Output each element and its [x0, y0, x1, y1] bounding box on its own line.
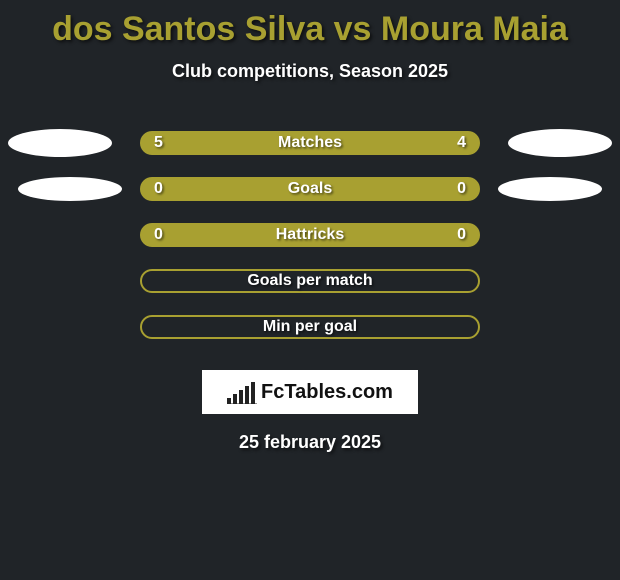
player2-ellipse: [508, 129, 612, 157]
stat-label: Goals per match: [247, 272, 372, 290]
stat-row: Min per goal: [0, 304, 620, 350]
stat-label: Goals: [288, 180, 332, 198]
stat-pill: Min per goal: [140, 315, 480, 339]
title-vs: vs: [324, 10, 381, 48]
stat-right-value: 4: [457, 134, 466, 152]
title-player1: dos Santos Silva: [52, 10, 324, 48]
stat-right-value: 0: [457, 226, 466, 244]
stat-left-value: 0: [154, 226, 163, 244]
stat-label: Min per goal: [263, 318, 357, 336]
stat-rows: 5 Matches 4 0 Goals 0 0 Hattricks 0 Goals per mat…: [0, 120, 620, 350]
stat-left-value: 5: [154, 134, 163, 152]
title-player2: Moura Maia: [381, 10, 568, 48]
logo-text: FcTables.com: [261, 381, 393, 404]
stat-row: Goals per match: [0, 258, 620, 304]
stat-label: Hattricks: [276, 226, 344, 244]
footer-date: 25 february 2025: [0, 432, 620, 453]
stat-pill: Goals per match: [140, 269, 480, 293]
page-subtitle: Club competitions, Season 2025: [0, 61, 620, 82]
player2-ellipse: [498, 177, 602, 201]
stat-left-value: 0: [154, 180, 163, 198]
stat-pill: 0 Goals 0: [140, 177, 480, 201]
page-title: dos Santos Silva vs Moura Maia: [0, 0, 620, 49]
infographic-root: dos Santos Silva vs Moura Maia Club comp…: [0, 0, 620, 580]
logo-box: FcTables.com: [202, 370, 418, 414]
stat-row: 0 Hattricks 0: [0, 212, 620, 258]
stat-pill: 5 Matches 4: [140, 131, 480, 155]
logo: FcTables.com: [227, 380, 393, 404]
bar-chart-icon: [227, 380, 257, 404]
stat-pill: 0 Hattricks 0: [140, 223, 480, 247]
player1-ellipse: [8, 129, 112, 157]
stat-row: 5 Matches 4: [0, 120, 620, 166]
stat-row: 0 Goals 0: [0, 166, 620, 212]
stat-right-value: 0: [457, 180, 466, 198]
player1-ellipse: [18, 177, 122, 201]
stat-label: Matches: [278, 134, 342, 152]
